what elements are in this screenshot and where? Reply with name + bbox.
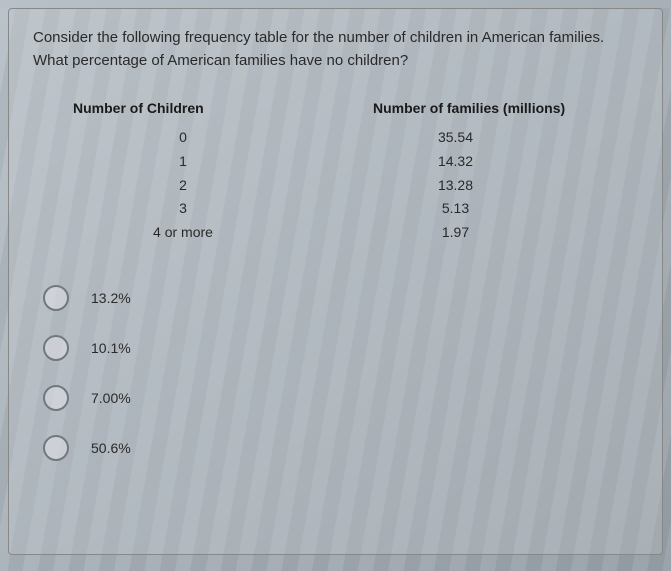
table-header-row: Number of Children Number of families (m…	[73, 100, 598, 116]
option-label: 7.00%	[91, 390, 131, 406]
table-row: 2 13.28	[73, 174, 598, 198]
radio-icon	[43, 435, 69, 461]
option-1[interactable]: 10.1%	[43, 335, 638, 361]
option-label: 13.2%	[91, 290, 131, 306]
frequency-table: Number of Children Number of families (m…	[73, 100, 598, 245]
cell-families: 1.97	[373, 221, 598, 245]
table-header-children: Number of Children	[73, 100, 373, 116]
cell-families: 13.28	[373, 174, 598, 198]
table-row: 3 5.13	[73, 197, 598, 221]
option-label: 10.1%	[91, 340, 131, 356]
cell-families: 5.13	[373, 197, 598, 221]
cell-families: 14.32	[373, 150, 598, 174]
question-text: Consider the following frequency table f…	[33, 27, 638, 72]
cell-children: 0	[73, 126, 373, 150]
table-row: 4 or more 1.97	[73, 221, 598, 245]
radio-icon	[43, 285, 69, 311]
cell-children: 1	[73, 150, 373, 174]
table-row: 0 35.54	[73, 126, 598, 150]
option-label: 50.6%	[91, 440, 131, 456]
table-header-families: Number of families (millions)	[373, 100, 598, 116]
cell-children: 2	[73, 174, 373, 198]
option-3[interactable]: 50.6%	[43, 435, 638, 461]
option-0[interactable]: 13.2%	[43, 285, 638, 311]
question-card: Consider the following frequency table f…	[8, 8, 663, 555]
answer-options: 13.2% 10.1% 7.00% 50.6%	[43, 285, 638, 461]
cell-families: 35.54	[373, 126, 598, 150]
cell-children: 4 or more	[73, 221, 373, 245]
cell-children: 3	[73, 197, 373, 221]
option-2[interactable]: 7.00%	[43, 385, 638, 411]
radio-icon	[43, 385, 69, 411]
table-row: 1 14.32	[73, 150, 598, 174]
radio-icon	[43, 335, 69, 361]
